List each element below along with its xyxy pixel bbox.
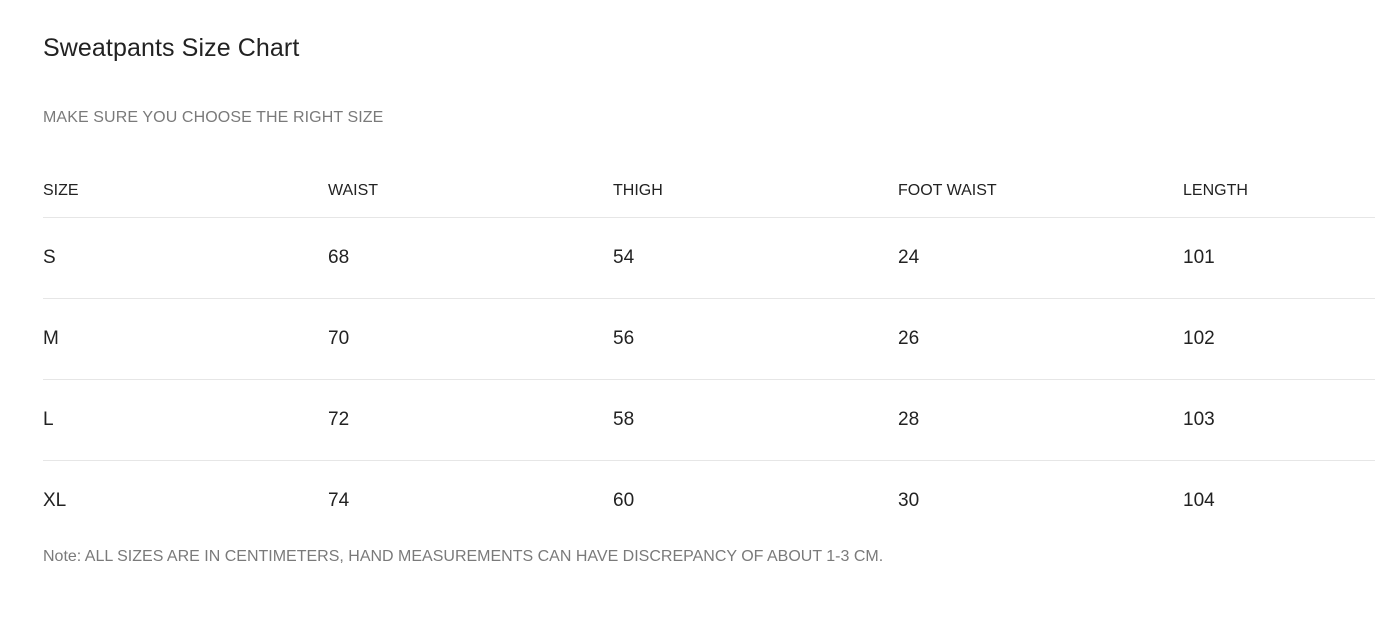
cell-thigh: 58	[613, 379, 898, 461]
cell-thigh: 60	[613, 490, 635, 511]
cell-length: 102	[1183, 298, 1375, 380]
table-header-row: SIZE WAIST THIGH FOOT WAIST LENGTH	[43, 164, 1375, 218]
cell-foot-waist: 30	[898, 490, 920, 511]
column-header-thigh: THIGH	[613, 164, 898, 218]
cell-waist: 70	[328, 298, 613, 380]
column-header-waist: WAIST	[328, 164, 613, 218]
cell-length: 104	[1183, 490, 1215, 511]
cell-foot-waist: 26	[898, 298, 1183, 380]
column-header-length: LENGTH	[1183, 164, 1375, 218]
cell-length: 101	[1183, 217, 1375, 299]
subtitle: MAKE SURE YOU CHOOSE THE RIGHT SIZE	[43, 109, 384, 126]
table-row: S 68 54 24 101	[43, 217, 1375, 299]
column-header-foot-waist: FOOT WAIST	[898, 164, 1183, 218]
table-row: M 70 56 26 102	[43, 298, 1375, 380]
column-header-size: SIZE	[43, 164, 328, 218]
cell-waist: 72	[328, 379, 613, 461]
cell-waist: 68	[328, 217, 613, 299]
cell-foot-waist: 28	[898, 379, 1183, 461]
cell-thigh: 54	[613, 217, 898, 299]
cell-size: XL	[43, 490, 67, 511]
size-table: SIZE WAIST THIGH FOOT WAIST LENGTH S 68 …	[43, 164, 1375, 541]
cell-size: S	[43, 217, 328, 299]
cell-size: M	[43, 298, 328, 380]
table-row: L 72 58 28 103	[43, 379, 1375, 461]
page-title: Sweatpants Size Chart	[43, 34, 300, 62]
cell-waist: 74	[328, 490, 350, 511]
cell-thigh: 56	[613, 298, 898, 380]
measurement-note: Note: ALL SIZES ARE IN CENTIMETERS, HAND…	[43, 548, 884, 565]
cell-foot-waist: 24	[898, 217, 1183, 299]
table-row: XL 74 60 30 104	[43, 461, 1375, 542]
cell-length: 103	[1183, 379, 1375, 461]
cell-size: L	[43, 379, 328, 461]
